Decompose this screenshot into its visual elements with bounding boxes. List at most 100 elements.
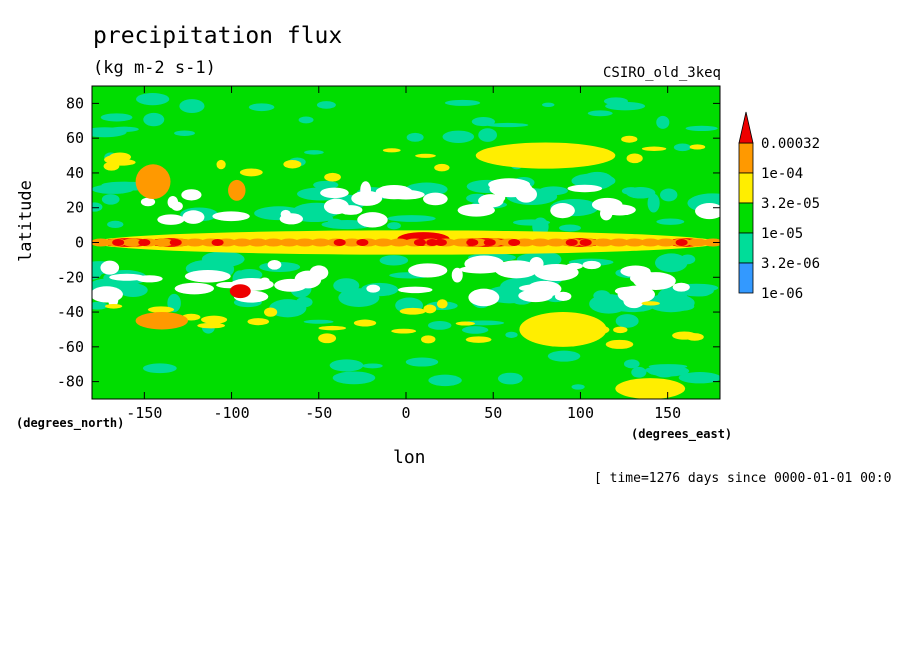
itcz-core — [356, 239, 369, 246]
patch-highlat — [656, 115, 670, 129]
patch-dry — [351, 190, 383, 206]
itcz-core — [426, 239, 439, 246]
patch-dry — [280, 209, 291, 219]
itcz-cell — [624, 238, 645, 247]
patch-moderate — [92, 184, 134, 194]
patch-wet — [641, 301, 660, 306]
patch-highlat — [442, 130, 475, 143]
itcz-cell — [153, 238, 174, 247]
patch-moderate — [92, 301, 108, 310]
patch-dry — [567, 184, 603, 193]
colorbar-label: 3.2e-06 — [761, 256, 820, 272]
patch-highlat — [405, 357, 439, 367]
patch-dry — [488, 178, 531, 191]
colorbar-label: 0.00032 — [761, 136, 820, 152]
itcz-core — [211, 239, 224, 246]
feature-11 — [519, 312, 607, 347]
patch-moderate — [671, 301, 695, 311]
patch-dry — [174, 282, 215, 295]
feature-12 — [615, 378, 686, 399]
itcz-core — [483, 239, 496, 246]
patch-wet — [108, 159, 136, 166]
patch-wet — [353, 319, 377, 327]
patch-highlat — [587, 110, 613, 117]
patch-dry — [107, 290, 119, 308]
patch-dry — [181, 189, 202, 201]
patch-moderate — [338, 288, 380, 308]
itcz-cell — [310, 238, 331, 247]
contour-field — [92, 86, 720, 399]
patch-moderate — [101, 194, 120, 205]
patch-highlat — [92, 127, 127, 138]
x-tick-label: 0 — [401, 404, 410, 422]
itcz-cell — [341, 238, 362, 247]
itcz-core — [434, 239, 447, 246]
itcz-cell — [279, 238, 300, 247]
patch-dry — [550, 203, 575, 219]
x-tick-label: -100 — [213, 404, 249, 422]
patch-highlat — [685, 125, 718, 132]
patch-highlat — [428, 374, 462, 387]
colorbar-box — [738, 142, 754, 174]
colorbar-extend-arrow — [738, 111, 754, 144]
itcz-core — [413, 239, 426, 246]
patch-dry — [459, 265, 502, 274]
patch-dry — [397, 286, 433, 294]
x-tick-label: -150 — [126, 404, 162, 422]
patch-wet — [247, 318, 270, 326]
patch-moderate — [92, 202, 103, 212]
y-tick-label: -20 — [57, 268, 84, 286]
y-tick-label: 40 — [66, 164, 84, 182]
patch-dry — [171, 201, 183, 211]
patch-moderate — [512, 219, 551, 226]
patch-moderate — [559, 224, 581, 232]
colorbar-box — [738, 232, 754, 264]
patch-highlat — [505, 331, 518, 338]
patch-wet — [201, 315, 228, 324]
patch-dry — [320, 187, 349, 199]
patch-moderate — [387, 215, 436, 222]
patch-wet — [455, 321, 475, 326]
itcz-cell — [232, 238, 253, 247]
x-axis-label: lon — [393, 447, 426, 468]
patch-dry — [184, 269, 231, 283]
patch-dry — [157, 214, 185, 225]
patch-highlat — [100, 113, 133, 122]
patch-highlat — [542, 102, 555, 107]
colorbar-box — [738, 172, 754, 204]
patch-highlat — [298, 116, 314, 124]
patch-dry — [451, 267, 463, 283]
patch-highlat — [332, 371, 376, 385]
patch-dry — [457, 203, 495, 217]
patch-highlat — [174, 130, 195, 136]
itcz-cell — [373, 238, 394, 247]
y-tick-label: -60 — [57, 338, 84, 356]
itcz-cell — [263, 238, 284, 247]
patch-highlat — [248, 103, 275, 112]
patch-moderate — [663, 255, 684, 271]
itcz-core — [466, 239, 479, 246]
y-tick-label: -80 — [57, 373, 84, 391]
patch-wet — [605, 339, 634, 349]
patch-wet — [239, 168, 263, 177]
y-tick-label: 20 — [66, 199, 84, 217]
itcz-core — [579, 239, 592, 246]
patch-moderate — [680, 254, 696, 265]
x-tick-label: 100 — [567, 404, 594, 422]
patch-moderate — [379, 255, 409, 266]
feature-10 — [135, 312, 188, 330]
patch-dry — [259, 277, 270, 285]
itcz-cell — [389, 238, 410, 247]
patch-dry — [182, 210, 205, 224]
patch-dry — [695, 203, 720, 220]
patch-dry — [140, 197, 156, 207]
patch-highlat — [142, 363, 177, 374]
itcz-cell — [608, 238, 629, 247]
y-axis-label: latitude — [16, 180, 36, 262]
itcz-core — [333, 239, 346, 246]
patch-highlat — [304, 150, 324, 155]
itcz-cell — [703, 238, 720, 247]
itcz-core — [508, 239, 521, 246]
patch-moderate — [647, 193, 660, 213]
patch-dry — [614, 286, 645, 296]
